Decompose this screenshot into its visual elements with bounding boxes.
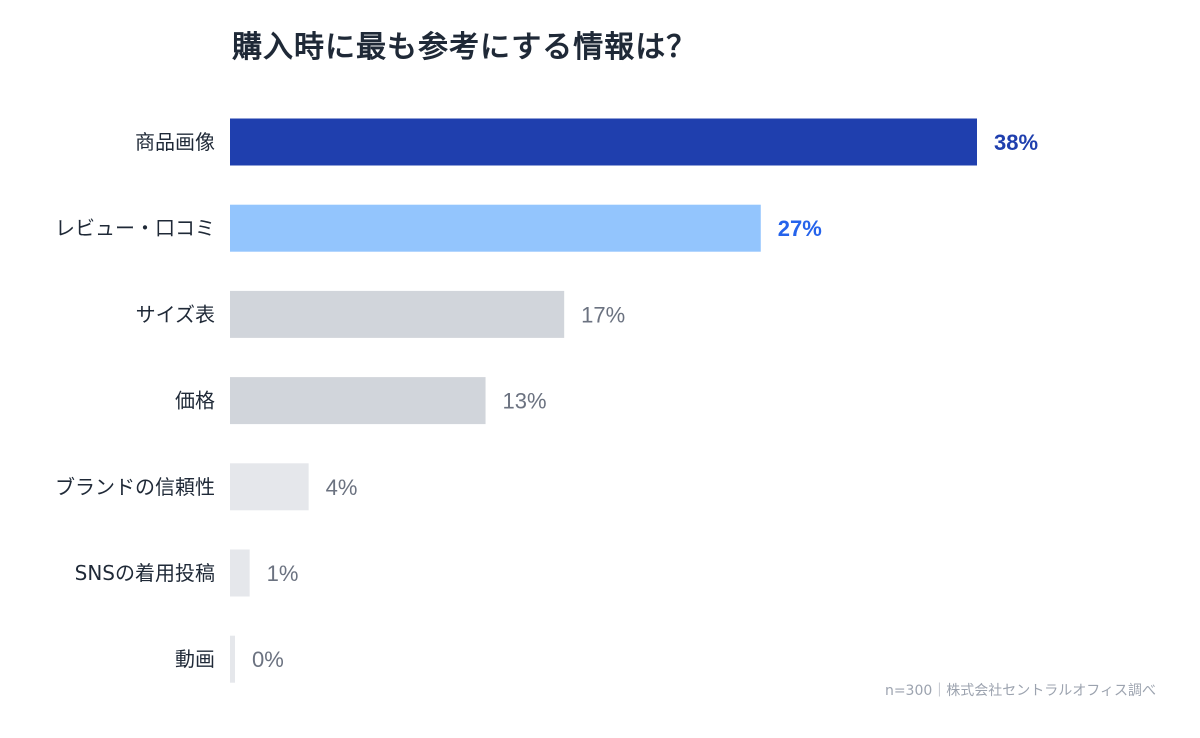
value-label: 4% (326, 475, 358, 500)
value-label: 17% (581, 302, 625, 327)
category-label: 動画 (175, 647, 215, 671)
bar (230, 549, 250, 597)
category-label: レビュー・口コミ (55, 216, 215, 240)
value-label: 38% (994, 130, 1038, 155)
category-label: SNSの着用投稿 (75, 561, 215, 585)
value-label: 13% (503, 389, 547, 414)
category-label: サイズ表 (136, 302, 215, 326)
bar (230, 204, 761, 252)
bar (230, 635, 235, 683)
value-label: 1% (267, 561, 299, 586)
bar (230, 377, 486, 425)
category-label: 商品画像 (135, 130, 215, 154)
category-label: 価格 (175, 389, 215, 413)
value-label: 27% (778, 216, 822, 241)
bar (230, 463, 309, 511)
category-label: ブランドの信頼性 (55, 475, 215, 499)
value-label: 0% (252, 647, 284, 672)
source-note: n=300｜株式会社セントラルオフィス調べ (884, 683, 1156, 699)
bar (230, 118, 977, 166)
bar (230, 290, 565, 338)
chart-title: 購入時に最も参考にする情報は？ (232, 30, 698, 65)
